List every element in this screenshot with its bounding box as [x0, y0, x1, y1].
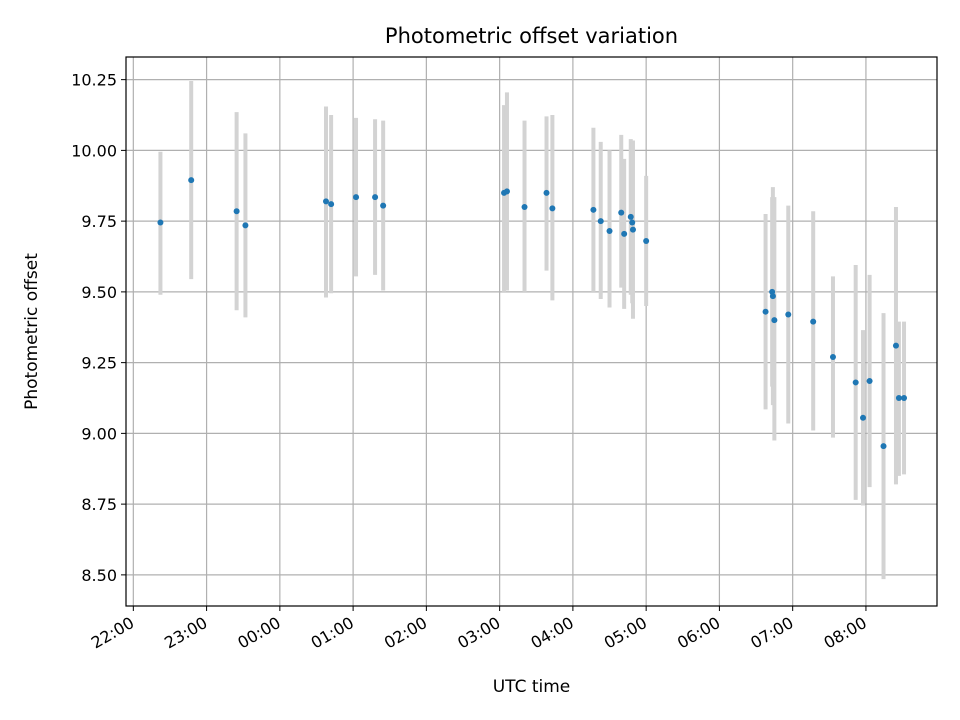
data-point	[380, 202, 387, 209]
data-point	[621, 230, 628, 237]
x-axis-label: UTC time	[493, 677, 571, 697]
data-point	[629, 226, 636, 233]
data-point	[852, 379, 859, 386]
data-point	[762, 308, 769, 315]
y-axis-label: Photometric offset	[22, 253, 42, 410]
data-point	[188, 177, 195, 184]
y-tick-label: 9.50	[81, 283, 117, 302]
data-point	[549, 205, 556, 212]
data-points	[157, 177, 908, 450]
data-point	[323, 198, 330, 205]
grid	[126, 57, 937, 606]
data-point	[643, 237, 650, 244]
data-point	[629, 219, 636, 226]
data-point	[860, 414, 867, 421]
data-point	[503, 188, 510, 195]
y-tick-label: 8.75	[81, 495, 117, 514]
y-tick-label: 9.75	[81, 212, 117, 231]
data-point	[769, 293, 776, 300]
y-tick-label: 8.50	[81, 566, 117, 585]
y-axis-ticks: 8.50 8.75 9.00 9.25 9.50 9.75 10.00 10.25	[71, 71, 126, 585]
data-point	[618, 209, 625, 216]
data-point	[606, 228, 613, 235]
data-point	[353, 194, 360, 201]
data-point	[771, 317, 778, 324]
data-point	[328, 201, 335, 208]
data-point	[157, 219, 164, 226]
y-tick-label: 9.25	[81, 354, 117, 373]
data-point	[590, 206, 597, 213]
data-point	[543, 189, 550, 196]
chart-title: Photometric offset variation	[385, 24, 678, 48]
y-tick-label: 9.00	[81, 424, 117, 443]
data-point	[233, 208, 240, 215]
data-point	[785, 311, 792, 318]
data-point	[597, 218, 604, 225]
y-tick-label: 10.25	[71, 71, 117, 90]
data-point	[866, 378, 873, 385]
data-point	[892, 342, 899, 349]
data-point	[829, 353, 836, 360]
data-point	[521, 203, 528, 210]
data-point	[895, 395, 902, 402]
data-point	[242, 222, 249, 229]
plot-frame	[125, 56, 938, 607]
y-tick-label: 10.00	[71, 141, 117, 160]
data-point	[810, 318, 817, 325]
data-point	[372, 194, 379, 201]
data-point	[901, 395, 908, 402]
data-point	[627, 213, 634, 220]
data-point	[880, 443, 887, 450]
